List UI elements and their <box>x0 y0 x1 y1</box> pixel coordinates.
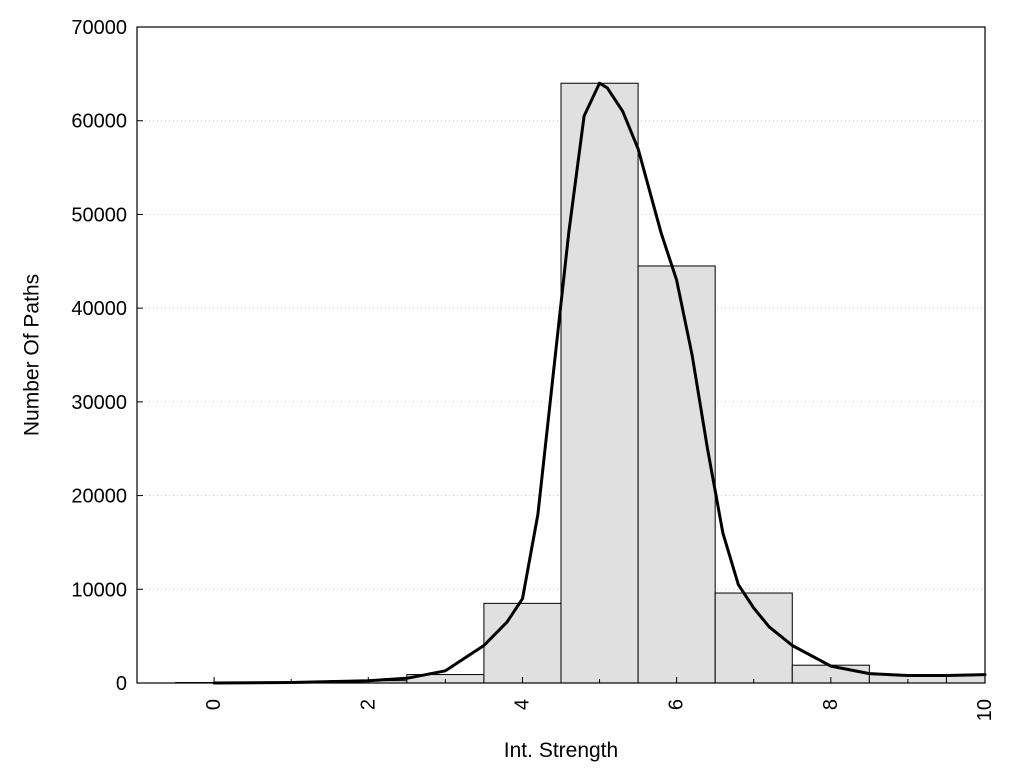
y-tick-label: 0 <box>116 673 127 695</box>
y-tick-label: 20000 <box>71 486 127 508</box>
y-tick-label: 30000 <box>71 392 127 414</box>
x-tick-label: 4 <box>511 699 533 710</box>
axis-ticks <box>137 26 986 684</box>
x-tick-label: 10 <box>974 699 996 721</box>
y-tick-label: 50000 <box>71 204 127 226</box>
histogram-bar <box>560 82 639 684</box>
plot-frame <box>136 26 986 684</box>
x-tick-label: 6 <box>666 699 688 710</box>
x-tick-label: 0 <box>203 699 225 710</box>
y-tick-label: 70000 <box>71 17 127 39</box>
x-tick-label: 8 <box>820 699 842 710</box>
y-axis-title: Number Of Paths <box>21 274 44 436</box>
y-tick-label: 10000 <box>71 579 127 601</box>
histogram-bar <box>637 265 716 684</box>
histogram-bars <box>175 82 986 684</box>
x-tick-label: 2 <box>357 699 379 710</box>
tick-labels: 0 10000 20000 30000 40000 50000 60000 70000 0 2 4 6… <box>71 17 996 721</box>
histogram-bar <box>483 602 562 684</box>
fit-curve <box>212 81 987 685</box>
y-tick-label: 40000 <box>71 298 127 320</box>
y-tick-label: 60000 <box>71 111 127 133</box>
x-axis-title: Int. Strength <box>504 739 618 762</box>
